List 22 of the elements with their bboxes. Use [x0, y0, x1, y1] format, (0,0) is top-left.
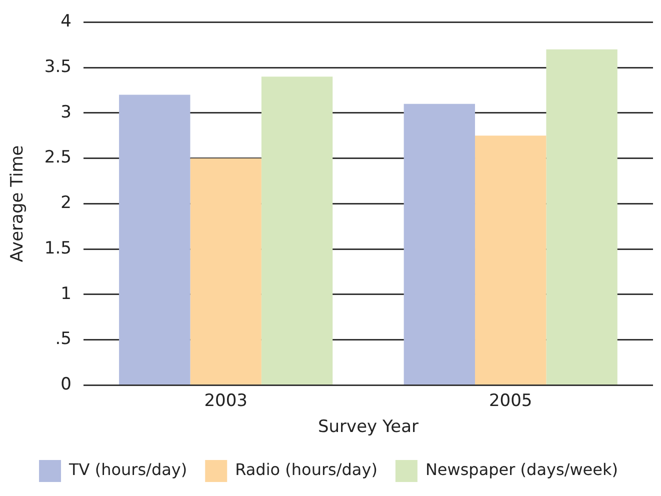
y-axis-title: Average Time: [8, 145, 28, 262]
x-tick-label: 2005: [488, 390, 532, 411]
y-tick-label: 2: [60, 193, 72, 214]
legend-label: Newspaper (days/week): [425, 460, 618, 480]
bar: [404, 104, 476, 384]
bar: [546, 49, 618, 384]
y-tick-label: 1.5: [44, 238, 72, 258]
bar: [190, 158, 262, 384]
y-tick-label: 3.5: [44, 56, 72, 77]
y-tick-label: 4: [60, 12, 72, 32]
bar: [261, 76, 333, 384]
y-tick-label: 3: [60, 102, 72, 122]
y-tick-label: 0: [60, 374, 72, 395]
legend-label: Radio (hours/day): [235, 460, 378, 480]
bar: [119, 94, 190, 384]
legend-label: TV (hours/day): [68, 460, 188, 480]
bar: [475, 136, 546, 384]
x-axis-title: Survey Year: [318, 417, 418, 438]
x-tick-label: 2003: [204, 390, 248, 411]
y-tick-label: .5: [55, 329, 72, 350]
y-tick-label: 2.5: [44, 148, 72, 168]
y-tick-label: 1: [60, 284, 72, 304]
